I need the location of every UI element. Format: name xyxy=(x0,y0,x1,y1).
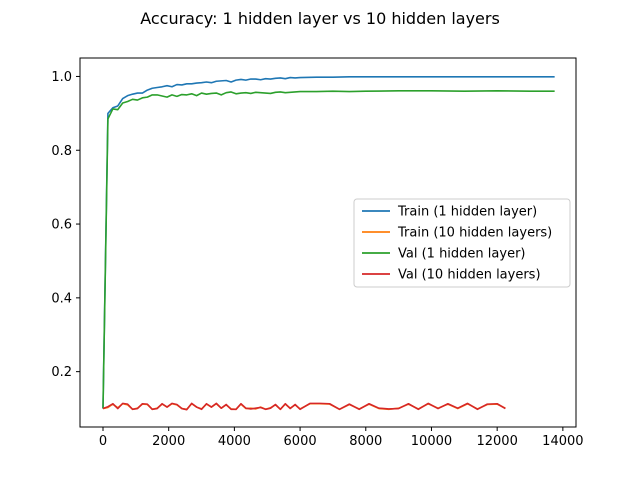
chart-title: Accuracy: 1 hidden layer vs 10 hidden la… xyxy=(140,9,500,28)
y-tick-label: 0.4 xyxy=(51,291,72,306)
x-tick-label: 12000 xyxy=(476,434,517,449)
y-axis-ticks: 0.2 0.4 0.6 0.8 1.0 xyxy=(51,70,80,380)
legend-label-3: Val (10 hidden layers) xyxy=(398,268,541,283)
y-tick-label: 1.0 xyxy=(51,70,72,85)
legend-label-0: Train (1 hidden layer) xyxy=(397,205,537,220)
legend: Train (1 hidden layer) Train (10 hidden l… xyxy=(353,198,571,288)
plot-lines xyxy=(102,76,555,411)
legend-label-1: Train (10 hidden layers) xyxy=(397,226,552,241)
x-tick-label: 4000 xyxy=(218,434,251,449)
y-tick-label: 0.2 xyxy=(51,365,72,380)
series-line-0 xyxy=(102,76,555,409)
series-line-2 xyxy=(102,90,555,409)
y-tick-label: 0.8 xyxy=(51,144,72,159)
series-line-3 xyxy=(102,402,506,411)
x-tick-label: 8000 xyxy=(349,434,382,449)
x-tick-label: 10000 xyxy=(411,434,452,449)
axes-frame xyxy=(79,57,577,428)
x-tick-label: 6000 xyxy=(284,434,317,449)
legend-box xyxy=(353,198,571,288)
y-tick-label: 0.6 xyxy=(51,218,72,233)
legend-label-2: Val (1 hidden layer) xyxy=(398,247,525,262)
x-axis-ticks: 0 2000 4000 6000 8000 10000 12000 14000 xyxy=(99,427,584,449)
x-tick-label: 2000 xyxy=(152,434,185,449)
x-tick-label: 14000 xyxy=(542,434,583,449)
x-tick-label: 0 xyxy=(99,434,107,449)
